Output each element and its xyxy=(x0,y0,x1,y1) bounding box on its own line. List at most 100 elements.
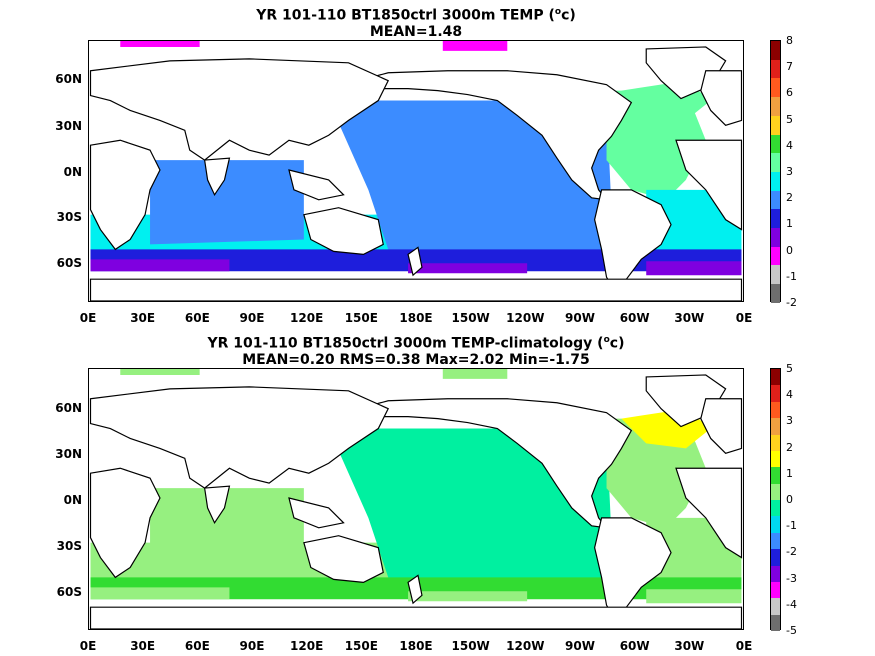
colorbar-swatch xyxy=(771,434,780,451)
colorbar-swatch xyxy=(771,418,780,435)
landmass xyxy=(203,485,231,525)
ocean-indian xyxy=(150,488,304,573)
colorbar-swatch xyxy=(771,153,780,172)
p1-colorbar-tick: 2 xyxy=(786,191,793,205)
colorbar-swatch xyxy=(771,246,780,266)
colorbar-swatch xyxy=(771,500,780,517)
p1-lon-label: 30W xyxy=(674,311,705,325)
ocean-pacific xyxy=(328,100,612,272)
colorbar-swatch xyxy=(771,549,780,566)
p2-colorbar-tick: 0 xyxy=(786,493,793,506)
map-svg xyxy=(89,41,743,301)
colorbar-swatch xyxy=(771,209,780,229)
colorbar-swatch xyxy=(771,171,780,191)
ocean-arctic-patch xyxy=(120,41,508,51)
p1-colorbar-tick: 1 xyxy=(786,217,793,231)
p2-colorbar-tick: -2 xyxy=(786,545,797,559)
p2-lon-label: 90E xyxy=(239,639,265,653)
p2-lon-label: 120E xyxy=(290,639,324,653)
landmass xyxy=(594,517,672,624)
ocean-pacific xyxy=(328,428,612,600)
landmass xyxy=(89,606,743,629)
p2-lat-30N: 30N xyxy=(55,447,82,461)
p2-lon-label: 90W xyxy=(565,639,595,653)
p1-lon-label: 0E xyxy=(79,311,97,325)
p2-lon-label: 60W xyxy=(619,639,650,653)
p2-lon-label: 180E xyxy=(399,639,433,653)
p2-colorbar-tick: 1 xyxy=(786,466,793,480)
panel1-title: YR 101-110 BT1850ctrl 3000m TEMP (oc) ME… xyxy=(256,7,576,40)
colorbar-swatch xyxy=(771,115,780,135)
p2-lat-30S: 30S xyxy=(56,539,82,553)
p1-lon-label: 60W xyxy=(619,311,650,325)
p1-lon-label: 90E xyxy=(239,311,265,325)
landmass xyxy=(675,467,743,559)
panel2-stats: MEAN=0.20 RMS=0.38 Max=2.02 Min=-1.75 xyxy=(242,351,590,368)
landmass xyxy=(288,497,345,529)
landmass xyxy=(700,398,743,455)
p1-lon-label: 120E xyxy=(290,311,324,325)
p2-colorbar-tick: 4 xyxy=(786,388,793,402)
colorbar-swatch xyxy=(771,284,780,303)
p1-lat-0N: 0N xyxy=(63,165,82,179)
colorbar-swatch xyxy=(771,59,780,79)
p1-colorbar-tick: -1 xyxy=(786,269,797,283)
p2-colorbar-tick: -5 xyxy=(786,624,797,637)
landmass xyxy=(594,189,672,296)
colorbar-swatch xyxy=(771,614,780,631)
colorbar-swatch xyxy=(771,369,780,386)
landmass xyxy=(89,386,390,489)
p2-colorbar-tick: -3 xyxy=(786,571,797,585)
colorbar-swatch xyxy=(771,265,780,285)
landmass xyxy=(407,574,423,605)
landmass xyxy=(89,278,743,301)
p2-lon-label: 150E xyxy=(344,639,378,653)
p2-lat-60S: 60S xyxy=(56,585,82,599)
ocean-indian xyxy=(150,160,304,245)
p1-colorbar-tick: 5 xyxy=(786,112,793,126)
colorbar-swatch xyxy=(771,581,780,599)
colorbar-swatch xyxy=(771,385,780,402)
p1-colorbar-tick: 3 xyxy=(786,165,793,178)
p2-lon-label: 0E xyxy=(79,639,97,653)
p2-colorbar-tick: 5 xyxy=(786,362,793,375)
panel2-title: YR 101-110 BT1850ctrl 3000m TEMP-climato… xyxy=(207,335,625,368)
p1-lon-label: 60E xyxy=(184,311,210,325)
p1-lon-label: 150E xyxy=(344,311,378,325)
p2-lat-60N: 60N xyxy=(55,401,82,415)
p2-colorbar-tick: 2 xyxy=(786,440,793,454)
p1-colorbar-tick: 6 xyxy=(786,86,793,100)
p1-colorbar-tick: 7 xyxy=(786,60,793,74)
p2-lon-label: 0E xyxy=(735,639,753,653)
p1-lat-60N: 60N xyxy=(55,72,82,86)
landmass xyxy=(303,207,384,255)
colorbar-swatch xyxy=(771,134,780,154)
p1-colorbar-tick: 4 xyxy=(786,138,793,152)
p2-colorbar-tick: -4 xyxy=(786,597,797,611)
colorbar-swatch xyxy=(771,190,780,210)
p2-lon-label: 60E xyxy=(184,639,210,653)
colorbar-swatch xyxy=(771,483,780,500)
map-svg xyxy=(89,369,743,629)
landmass xyxy=(89,58,390,161)
p2-colorbar-tick: 3 xyxy=(786,414,793,428)
colorbar-swatch xyxy=(771,228,780,247)
landmass xyxy=(700,70,743,127)
panel1-colorbar xyxy=(770,40,781,303)
p1-lon-label: 180E xyxy=(399,311,433,325)
colorbar-swatch xyxy=(771,598,780,615)
p1-lon-label: 30E xyxy=(130,311,156,325)
landmass xyxy=(303,535,384,583)
ocean-arctic-patch xyxy=(120,369,508,379)
p2-lon-label: 30W xyxy=(674,639,705,653)
landmass xyxy=(89,139,161,251)
p2-lat-0N: 0N xyxy=(63,493,82,507)
p2-colorbar-tick: -1 xyxy=(786,519,797,533)
colorbar-swatch xyxy=(771,532,780,550)
colorbar-swatch xyxy=(771,41,780,60)
colorbar-swatch xyxy=(771,467,780,484)
p1-lat-30S: 30S xyxy=(56,210,82,224)
p1-lat-30N: 30N xyxy=(55,119,82,133)
colorbar-swatch xyxy=(771,97,780,116)
p1-colorbar-tick: -2 xyxy=(786,296,797,309)
